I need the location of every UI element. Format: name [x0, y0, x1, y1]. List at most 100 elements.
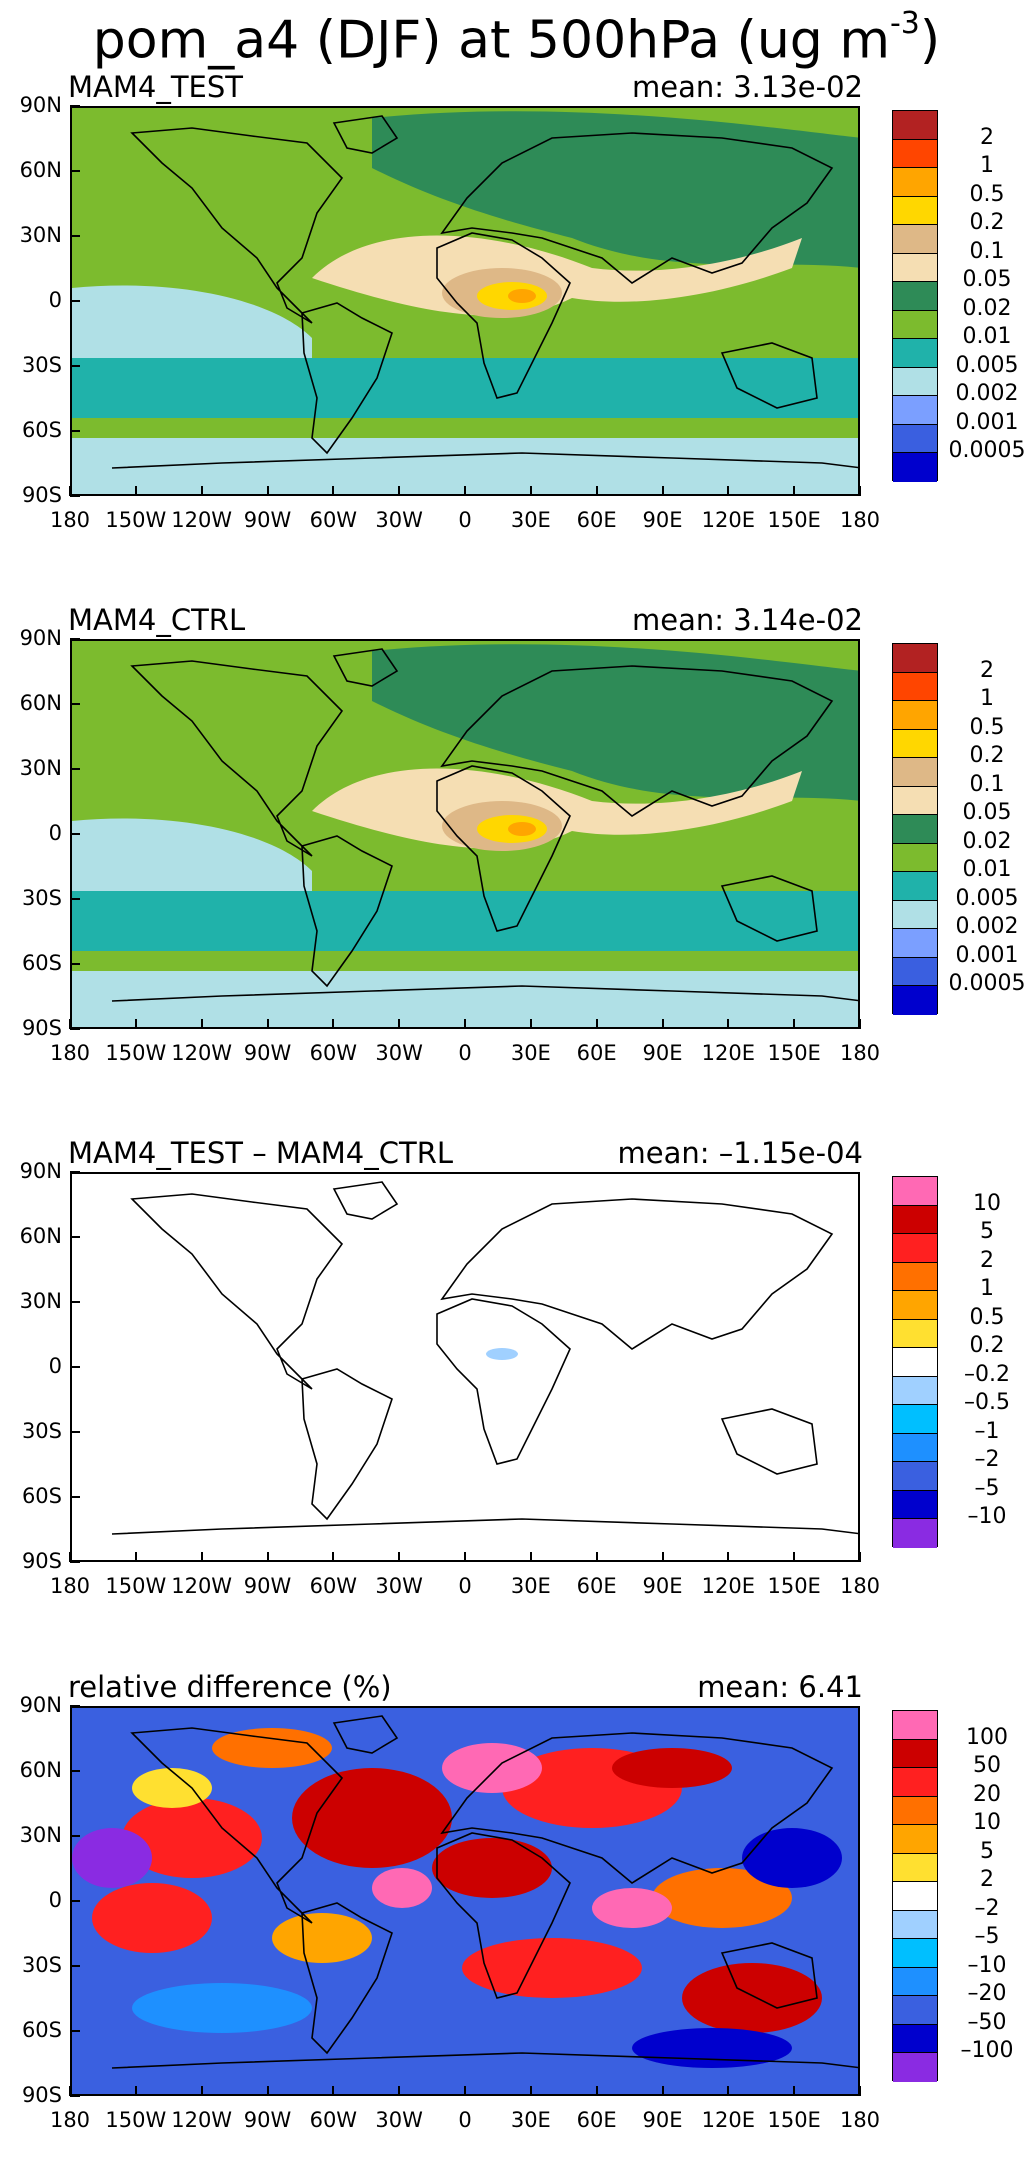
latitude-tick	[70, 1900, 80, 1902]
longitude-label: 30W	[375, 508, 423, 532]
colorbar-label: 0.05	[962, 267, 1012, 292]
colorbar-swatch	[893, 1739, 937, 1768]
coastline	[111, 1518, 858, 1535]
latitude-tick	[70, 1171, 80, 1173]
coastline	[436, 1298, 571, 1465]
colorbar-swatch	[893, 1177, 937, 1206]
colorbar-swatch	[893, 396, 937, 425]
panel-title: MAM4_TEST – MAM4_CTRL	[68, 1136, 454, 1170]
colorbar-label: 1	[980, 686, 994, 711]
longitude-tick	[200, 1552, 203, 1562]
latitude-label: 0	[48, 288, 62, 312]
colorbar-label: 0.5	[969, 714, 1005, 740]
latitude-label: 30N	[19, 223, 62, 247]
longitude-label: 180	[839, 508, 881, 532]
latitude-tick	[70, 105, 80, 107]
longitude-tick	[266, 2086, 269, 2096]
colorbar-label: –20	[967, 1981, 1007, 2006]
longitude-tick	[529, 1552, 532, 1562]
longitude-label: 120E	[701, 2108, 756, 2132]
panel-mean: mean: 3.13e-02	[631, 70, 863, 104]
figure-title-exponent: -3	[889, 6, 920, 41]
panel-mean: mean: –1.15e-04	[617, 1136, 863, 1170]
colorbar-swatch	[893, 1939, 937, 1968]
longitude-tick	[464, 2086, 466, 2096]
coastline	[332, 648, 399, 687]
colorbar-label: 2	[980, 1247, 994, 1273]
latitude-label: 60N	[19, 158, 62, 182]
contour-region	[592, 1888, 672, 1928]
latitude-label: 30N	[19, 1823, 62, 1847]
colorbar-swatch	[893, 872, 937, 901]
longitude-label: 120W	[171, 1041, 233, 1065]
longitude-tick	[134, 1019, 137, 1029]
colorbar	[892, 643, 938, 1015]
colorbar-label: 0.002	[955, 914, 1019, 939]
colorbar-swatch	[893, 1882, 937, 1911]
colorbar-swatch	[893, 900, 937, 929]
panel-title: MAM4_TEST	[68, 70, 243, 104]
latitude-tick	[70, 703, 80, 705]
coastline	[130, 1193, 344, 1390]
latitude-tick	[70, 1965, 80, 1967]
longitude-tick	[859, 1552, 861, 1562]
colorbar-swatch	[893, 786, 937, 815]
contour-region	[72, 971, 858, 1027]
colorbar-label: 0.2	[969, 743, 1005, 768]
coastline	[111, 985, 858, 1002]
contour-region	[462, 1938, 642, 1998]
colorbar-swatch	[893, 1376, 937, 1405]
colorbar-label: 2	[980, 1867, 994, 1892]
longitude-label: 180	[839, 2108, 881, 2132]
longitude-tick	[727, 2086, 730, 2096]
latitude-tick	[70, 430, 80, 432]
colorbar-swatch	[893, 1405, 937, 1434]
longitude-label: 150E	[767, 508, 821, 532]
colorbar-label: 1	[980, 1276, 994, 1301]
longitude-label: 150W	[105, 508, 167, 532]
figure-title: pom_a4 (DJF) at 500hPa (ug m-3)	[0, 0, 1033, 72]
longitude-label: 90E	[642, 508, 683, 532]
latitude-label: 60S	[21, 418, 62, 442]
latitude-label: 30S	[21, 353, 62, 377]
figure-title-suffix: )	[919, 10, 941, 71]
coastline	[436, 232, 571, 399]
colorbar-swatch	[893, 1433, 937, 1462]
latitude-tick	[70, 235, 80, 237]
colorbar-swatch	[893, 1234, 937, 1263]
colorbar-label: 50	[973, 1753, 1001, 1778]
colorbar-swatch	[893, 1262, 937, 1291]
contour-region	[72, 891, 858, 951]
longitude-label: 30W	[375, 1574, 423, 1598]
colorbar-label: –0.2	[964, 1361, 1010, 1387]
colorbar-swatch	[893, 672, 937, 701]
contour-region	[212, 1728, 332, 1768]
map-plot-area	[70, 639, 860, 1029]
colorbar-label: 100	[966, 1724, 1008, 1750]
contour-region	[332, 1998, 532, 2058]
colorbar-swatch	[893, 424, 937, 453]
latitude-label: 30S	[21, 1953, 62, 1977]
longitude-label: 90E	[642, 1041, 683, 1065]
contour-region	[742, 1828, 842, 1888]
longitude-label: 120W	[171, 508, 233, 532]
latitude-tick	[70, 1705, 80, 1707]
colorbar-swatch	[893, 929, 937, 958]
longitude-tick	[398, 1019, 401, 1029]
latitude-label: 90N	[19, 93, 62, 117]
map-plot-area	[70, 106, 860, 496]
latitude-tick	[70, 365, 80, 367]
longitude-label: 180	[49, 2108, 91, 2132]
colorbar-swatch	[893, 111, 937, 140]
longitude-tick	[529, 486, 532, 496]
colorbar-swatch	[893, 225, 937, 254]
longitude-label: 180	[49, 508, 91, 532]
colorbar-swatch	[893, 644, 937, 673]
latitude-tick	[70, 1431, 80, 1433]
longitude-label: 90W	[243, 1574, 292, 1598]
contour-region	[508, 822, 536, 836]
colorbar-swatch	[893, 729, 937, 758]
latitude-tick	[70, 2030, 80, 2032]
latitude-tick	[70, 963, 80, 965]
longitude-tick	[69, 2086, 71, 2096]
